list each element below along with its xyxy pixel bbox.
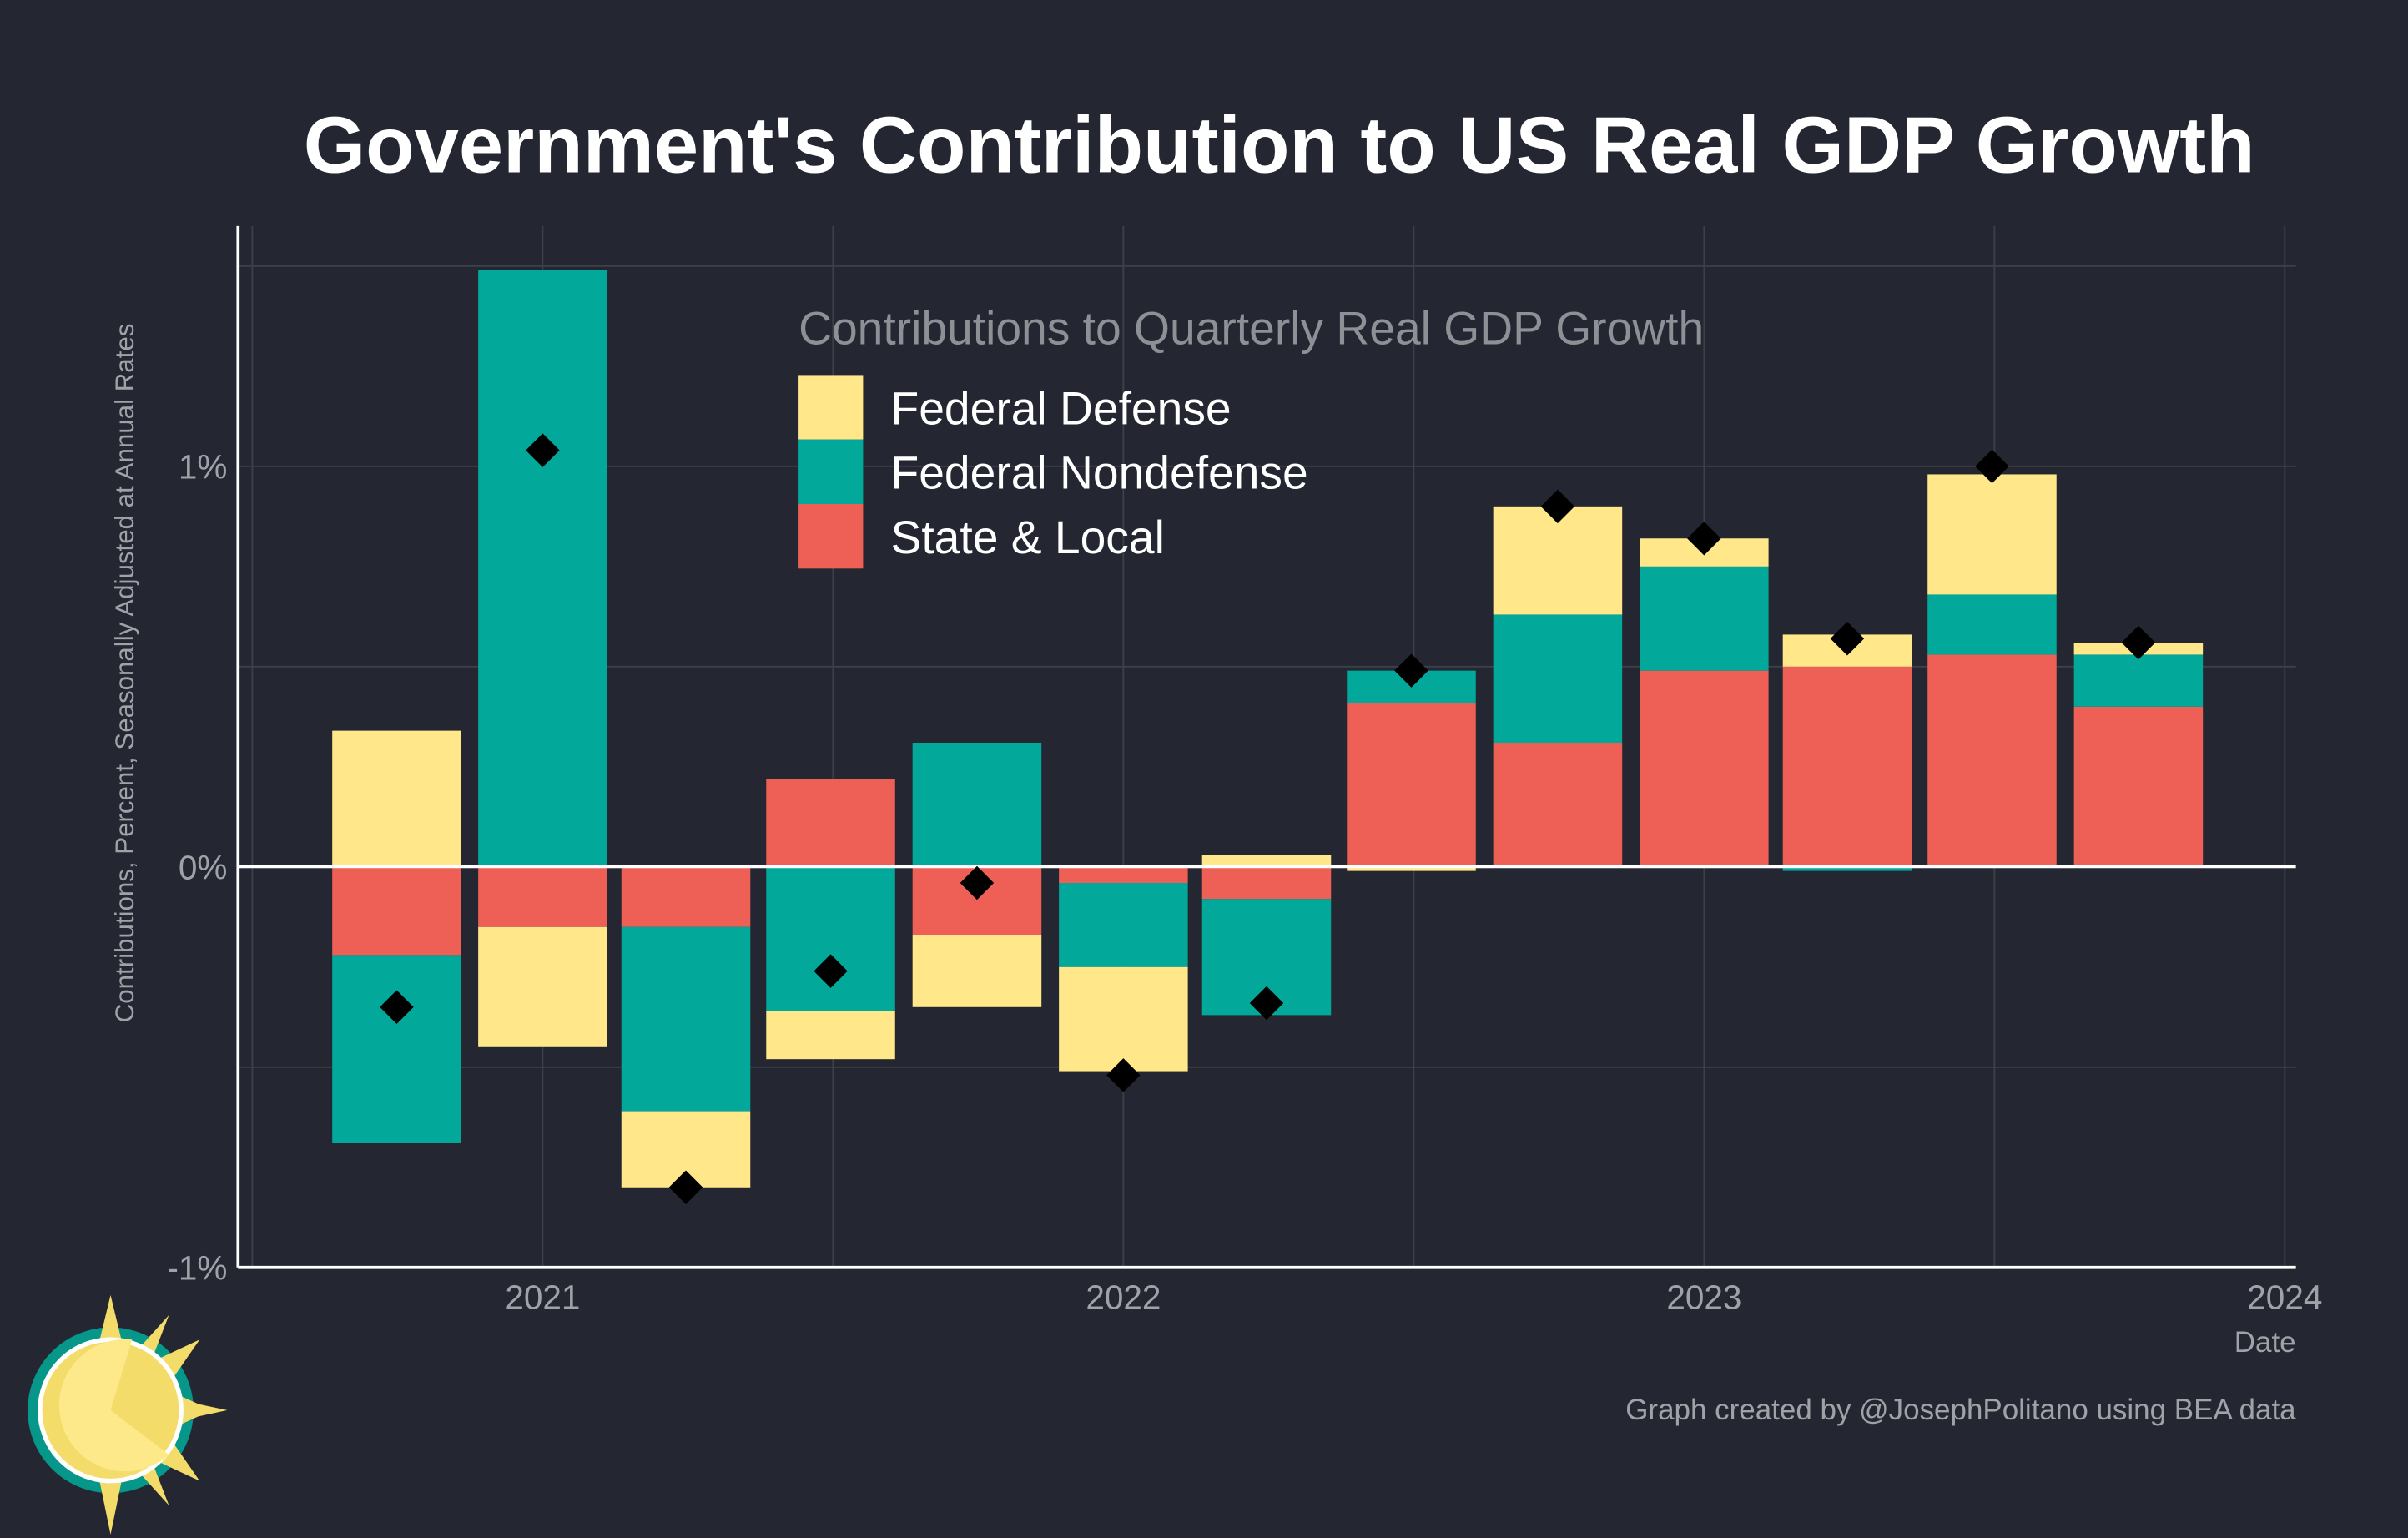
bar-segment: [1493, 506, 1623, 615]
bar-segment: [2073, 654, 2204, 707]
bar-segment: [478, 270, 607, 867]
y-tick-label: 1%: [179, 448, 228, 487]
bar-segment: [478, 926, 607, 1047]
bar-segment: [1927, 594, 2057, 655]
y-axis-label: Contributions, Percent, Seasonally Adjus…: [110, 324, 139, 1023]
bar-segment: [621, 866, 751, 927]
total-marker: [2121, 625, 2156, 660]
bar-segment: [766, 779, 895, 867]
total-marker: [1106, 1058, 1141, 1092]
bar-segment: [1347, 866, 1476, 871]
bar-segment: [1059, 966, 1188, 1072]
bar-segment: [332, 730, 461, 867]
bar-segment: [1782, 866, 1912, 871]
bar-segment: [2073, 706, 2204, 867]
bar-segment: [621, 926, 751, 1112]
y-tick-label: -1%: [167, 1248, 227, 1287]
total-marker: [1540, 489, 1575, 524]
bar-segment: [1782, 666, 1912, 867]
y-ticks: -1% 0% 1%: [167, 448, 227, 1288]
bar-segment: [1493, 743, 1623, 867]
x-tick-label: 2024: [2247, 1278, 2322, 1316]
legend-label: Federal Defense: [891, 382, 1232, 434]
y-tick-label: 0%: [179, 849, 228, 887]
total-marker: [814, 954, 848, 988]
legend: Contributions to Quarterly Real GDP Grow…: [798, 303, 1704, 569]
bar-segment: [332, 955, 461, 1143]
bar-segment: [1347, 703, 1476, 867]
bar-segment: [1201, 855, 1332, 867]
bar-segment: [912, 935, 1042, 1007]
credit-text: Graph created by @JosephPolitano using B…: [1625, 1394, 2296, 1426]
sun-logo: [28, 1294, 228, 1535]
total-marker: [668, 1170, 703, 1205]
x-tick-label: 2023: [1666, 1278, 1741, 1316]
legend-swatch: [798, 504, 864, 569]
legend-title: Contributions to Quarterly Real GDP Grow…: [798, 303, 1704, 355]
bar-segment: [1640, 566, 1769, 671]
x-tick-label: 2022: [1086, 1278, 1161, 1316]
bar-segment: [766, 1011, 895, 1060]
bar-segment: [1493, 614, 1623, 744]
total-marker: [526, 433, 560, 467]
bar-segment: [1927, 474, 2057, 595]
bar-segment: [1059, 866, 1188, 883]
bar-segment: [1640, 670, 1769, 867]
legend-swatch: [798, 439, 864, 505]
x-ticks: 2021 2022 2023 2024: [505, 1278, 2322, 1316]
bar-segment: [1927, 654, 2057, 867]
bar-segment: [478, 866, 607, 927]
x-tick-label: 2021: [505, 1278, 580, 1316]
legend-label: State & Local: [891, 512, 1165, 563]
legend-label: Federal Nondefense: [891, 447, 1308, 499]
bar-segment: [912, 743, 1042, 867]
bar-segment: [766, 866, 895, 1011]
chart-title: Government's Contribution to US Real GDP…: [304, 100, 2255, 189]
bar-segment: [1201, 866, 1332, 900]
x-axis-label: Date: [2234, 1326, 2296, 1359]
bar-segment: [1059, 882, 1188, 967]
legend-swatch: [798, 375, 864, 440]
bar-segment: [332, 866, 461, 956]
